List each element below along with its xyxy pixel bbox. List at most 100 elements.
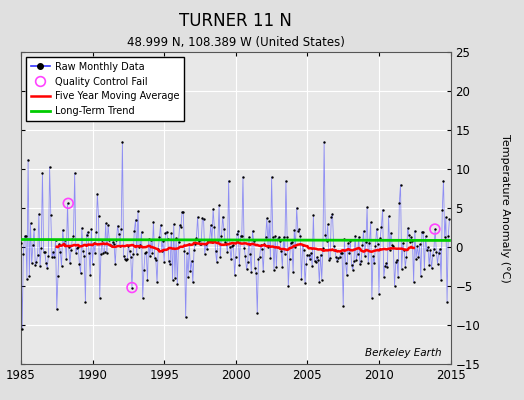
Point: [340, 236, 348, 242]
Point: [327, 214, 335, 220]
Point: [106, 242, 115, 248]
Point: [110, 241, 118, 247]
Point: [342, 260, 350, 267]
Point: [326, 255, 334, 261]
Point: [52, 306, 61, 313]
Point: [338, 249, 346, 256]
Point: [211, 248, 220, 254]
Point: [263, 215, 271, 222]
Point: [257, 242, 265, 248]
Point: [166, 261, 174, 268]
Point: [42, 260, 50, 266]
Point: [219, 213, 227, 220]
Point: [334, 255, 343, 261]
Point: [389, 243, 398, 250]
Point: [138, 294, 147, 301]
Point: [374, 240, 382, 247]
Point: [232, 254, 240, 260]
Point: [104, 221, 112, 228]
Point: [431, 226, 439, 232]
Point: [172, 235, 180, 242]
Point: [400, 247, 408, 253]
Point: [62, 256, 71, 262]
Point: [282, 178, 290, 184]
Point: [147, 237, 155, 243]
Point: [322, 238, 331, 244]
Point: [315, 279, 323, 285]
Point: [391, 259, 400, 266]
Point: [92, 229, 100, 236]
Point: [280, 250, 289, 257]
Point: [179, 209, 188, 215]
Point: [266, 255, 275, 261]
Point: [245, 234, 253, 240]
Point: [376, 234, 385, 241]
Point: [313, 254, 321, 260]
Point: [189, 279, 197, 285]
Point: [209, 206, 217, 212]
Point: [254, 256, 263, 262]
Point: [401, 263, 409, 270]
Point: [224, 178, 233, 184]
Point: [289, 269, 297, 275]
Point: [165, 258, 173, 265]
Point: [107, 243, 116, 249]
Point: [250, 264, 259, 271]
Point: [297, 276, 305, 283]
Point: [302, 260, 310, 267]
Point: [137, 228, 146, 235]
Point: [269, 233, 277, 240]
Point: [377, 224, 386, 230]
Point: [402, 254, 411, 260]
Text: 48.999 N, 108.389 W (United States): 48.999 N, 108.389 W (United States): [127, 36, 345, 49]
Point: [241, 253, 249, 260]
Point: [153, 279, 161, 285]
Point: [85, 250, 93, 256]
Point: [154, 246, 162, 252]
Point: [64, 200, 72, 206]
Point: [304, 252, 313, 258]
Point: [122, 256, 130, 263]
Point: [143, 277, 151, 284]
Point: [86, 271, 94, 278]
Point: [371, 242, 379, 249]
Point: [23, 276, 31, 282]
Point: [336, 249, 345, 256]
Point: [159, 237, 167, 244]
Point: [428, 265, 436, 272]
Point: [132, 216, 140, 223]
Point: [66, 260, 74, 266]
Point: [142, 249, 150, 256]
Point: [21, 232, 30, 239]
Point: [369, 253, 377, 260]
Point: [270, 266, 278, 273]
Point: [430, 246, 438, 252]
Point: [50, 254, 59, 260]
Point: [24, 156, 32, 163]
Point: [35, 211, 43, 217]
Point: [293, 228, 302, 234]
Point: [378, 206, 387, 213]
Point: [31, 262, 39, 268]
Point: [325, 256, 333, 263]
Point: [261, 234, 270, 240]
Point: [285, 256, 293, 262]
Point: [403, 225, 412, 231]
Point: [214, 237, 222, 243]
Point: [123, 256, 132, 262]
Point: [271, 233, 279, 240]
Point: [420, 266, 429, 272]
Point: [362, 239, 370, 245]
Point: [204, 238, 213, 244]
Point: [161, 230, 170, 236]
Point: [174, 238, 183, 245]
Point: [258, 246, 266, 252]
Point: [119, 252, 128, 259]
Point: [145, 236, 153, 242]
Point: [227, 256, 235, 263]
Point: [296, 233, 304, 240]
Point: [275, 234, 283, 240]
Point: [407, 234, 416, 241]
Point: [249, 238, 258, 244]
Point: [301, 280, 309, 286]
